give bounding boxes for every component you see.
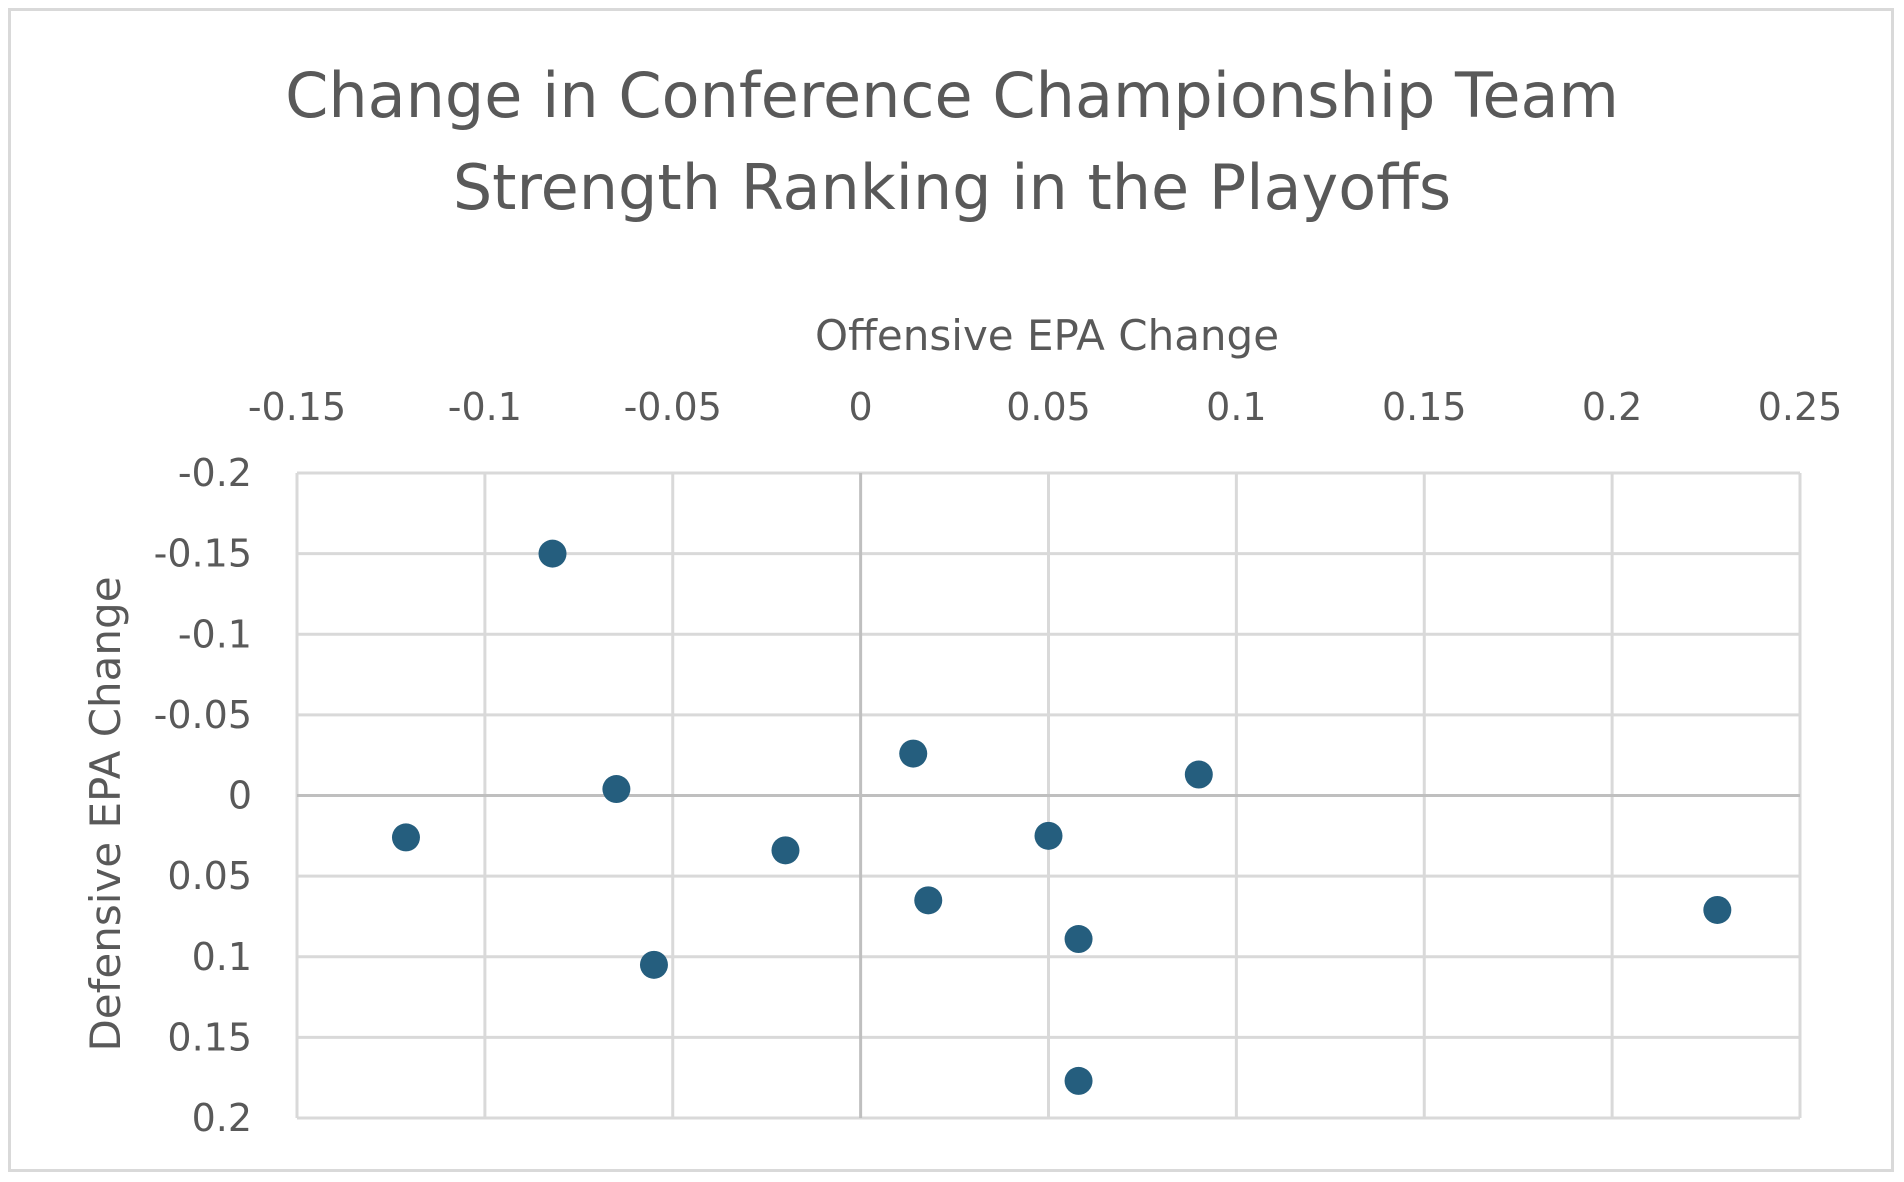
data-point <box>1184 760 1213 789</box>
x-tick-label: 0.05 <box>1006 385 1091 429</box>
data-point <box>391 823 420 852</box>
x-tick-label: 0 <box>849 385 873 429</box>
data-point <box>771 836 800 865</box>
x-axis-label: Offensive EPA Change <box>815 311 1279 360</box>
data-point <box>1064 925 1093 954</box>
tick-labels: -0.15 -0.1 -0.05 0 0.05 0.1 0.15 0.2 0.25 -0.2 -0.… <box>154 385 1843 1140</box>
x-tick-label: -0.15 <box>248 385 346 429</box>
chart-title-line-1: Change in Conference Championship Team <box>285 59 1619 132</box>
data-point <box>914 886 943 915</box>
data-point <box>602 775 631 804</box>
x-tick-label: 0.1 <box>1206 385 1266 429</box>
data-points <box>391 539 1732 1095</box>
chart-title: Change in Conference Championship Team S… <box>0 50 1904 234</box>
y-tick-label: 0.2 <box>192 1096 252 1140</box>
y-tick-label: -0.2 <box>178 451 252 495</box>
x-tick-label: -0.05 <box>624 385 722 429</box>
data-point <box>1064 1066 1093 1095</box>
data-point <box>639 950 668 979</box>
y-axis-label: Defensive EPA Change <box>81 576 130 1051</box>
x-tick-label: 0.2 <box>1582 385 1642 429</box>
zero-lines <box>297 473 1800 1118</box>
y-tick-label: 0.15 <box>167 1015 252 1059</box>
x-tick-label: -0.1 <box>448 385 522 429</box>
y-tick-label: 0 <box>228 774 252 818</box>
chart-frame <box>8 8 1894 1172</box>
data-point <box>899 739 928 768</box>
x-tick-label: 0.25 <box>1758 385 1843 429</box>
data-point <box>1703 895 1732 924</box>
data-point <box>1034 821 1063 850</box>
x-tick-label: 0.15 <box>1382 385 1467 429</box>
y-tick-label: -0.1 <box>178 612 252 656</box>
y-tick-label: 0.1 <box>192 935 252 979</box>
y-tick-label: -0.05 <box>154 693 252 737</box>
y-tick-label: -0.15 <box>154 532 252 576</box>
chart-title-line-2: Strength Ranking in the Playoffs <box>452 151 1452 224</box>
y-tick-label: 0.05 <box>167 854 252 898</box>
data-point <box>538 539 567 568</box>
